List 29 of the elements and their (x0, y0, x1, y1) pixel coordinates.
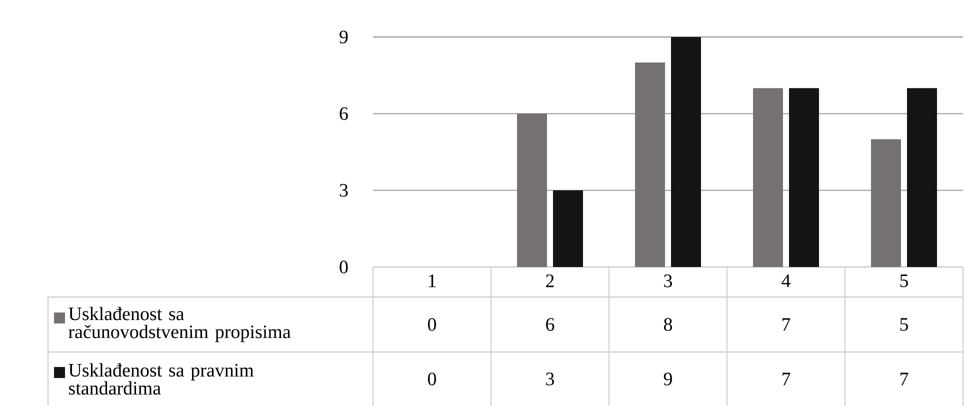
data-label: 8 (664, 318, 672, 331)
bar (553, 190, 584, 267)
x-tick-label: 2 (546, 274, 554, 288)
bar (870, 139, 901, 267)
bar (753, 88, 783, 267)
bar (788, 88, 819, 267)
data-label: 9 (664, 372, 672, 386)
y-tick-label: 3 (340, 184, 348, 197)
bar (517, 114, 548, 267)
data-label: 7 (900, 372, 908, 386)
data-label: 6 (546, 318, 554, 331)
data-label: 0 (428, 318, 436, 331)
y-tick-label: 9 (340, 30, 348, 44)
y-tick-label: 0 (340, 260, 348, 274)
data-label: 7 (782, 372, 790, 386)
data-label: 0 (428, 372, 436, 386)
x-tick-label: 5 (900, 274, 908, 288)
x-tick-label: 1 (428, 274, 436, 288)
legend-label: Usklađenost sa pravnim standardima (68, 363, 254, 395)
legend-label: Usklađenost sa računovodstvenim propisima (68, 306, 291, 342)
bar (671, 36, 701, 267)
y-tick-label: 6 (340, 107, 348, 120)
bar (906, 88, 937, 267)
bar (635, 62, 666, 267)
x-tick-label: 4 (782, 274, 790, 288)
data-label: 3 (546, 372, 554, 386)
data-label: 5 (900, 318, 908, 331)
x-tick-label: 3 (664, 274, 672, 288)
data-label: 7 (782, 318, 790, 331)
